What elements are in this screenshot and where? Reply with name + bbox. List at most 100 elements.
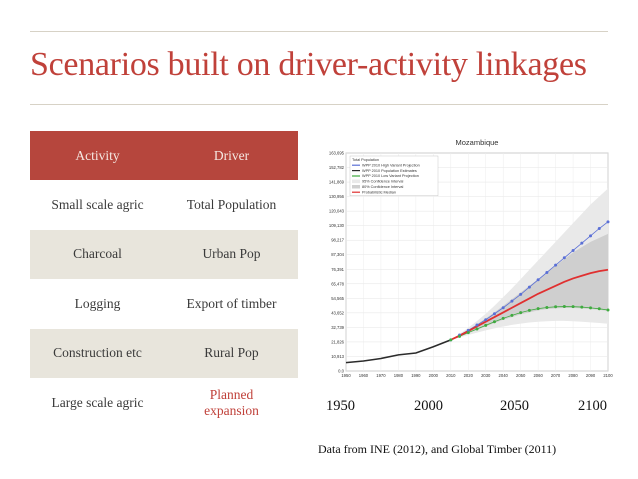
y-tick-label: 152,782: [329, 165, 345, 170]
y-tick-label: 76,391: [331, 267, 344, 272]
x-tick-label: 2050: [516, 373, 526, 378]
high-variant-point: [571, 248, 575, 252]
y-tick-label: 43,652: [331, 310, 344, 315]
high-variant-point: [484, 318, 488, 322]
x-year-label: 1950: [326, 398, 355, 414]
low-variant-point: [501, 316, 505, 320]
driver-cell: Total Population: [165, 180, 298, 230]
low-variant-point: [492, 320, 496, 324]
low-variant-point: [449, 338, 453, 342]
high-variant-point: [466, 328, 470, 332]
y-tick-label: 65,478: [331, 281, 344, 286]
table-row: Construction etc Rural Pop: [30, 328, 298, 378]
legend-entry: WPP 2010 Low Variant Projection: [362, 174, 419, 178]
x-tick-label: 1980: [394, 373, 404, 378]
high-variant-point: [580, 241, 584, 245]
low-variant-point: [545, 305, 549, 309]
high-variant-point: [501, 306, 505, 310]
high-variant-point: [606, 220, 610, 224]
legend-entry: Probabilistic Median: [362, 190, 396, 194]
y-tick-label: 163,695: [329, 151, 345, 156]
y-tick-label: 109,130: [329, 223, 345, 228]
y-tick-label: 21,826: [331, 339, 344, 344]
x-tick-label: 2040: [499, 373, 509, 378]
x-tick-label: 2060: [533, 373, 543, 378]
legend-entry: Total Population: [352, 158, 379, 162]
low-variant-point: [484, 323, 488, 327]
high-variant-point: [536, 278, 540, 282]
header-activity: Activity: [30, 131, 165, 180]
x-tick-label: 2090: [586, 373, 596, 378]
activity-cell: Charcoal: [30, 229, 165, 279]
chart-title: Mozambique: [456, 138, 499, 147]
high-variant-point: [527, 285, 531, 289]
low-variant-point: [562, 305, 566, 309]
driver-cell: Export of timber: [165, 279, 298, 329]
high-variant-point: [510, 299, 514, 303]
x-tick-label: 2030: [481, 373, 491, 378]
low-variant-point: [466, 331, 470, 335]
x-year-label: 2100: [578, 398, 607, 414]
population-chart-svg: 0.0 10,913 21,826 32,739 43,652 54,565 65,478 7…: [329, 138, 613, 378]
activity-driver-table: Activity Driver Small scale agric Total …: [30, 131, 298, 428]
legend-box: [349, 155, 439, 196]
low-variant-point: [475, 327, 479, 331]
high-variant-point: [475, 323, 479, 327]
legend-entry: 80% Confidence Interval: [362, 185, 404, 189]
x-tick-label: 1950: [341, 373, 351, 378]
low-variant-point: [519, 311, 523, 315]
y-tick-label: 10,913: [331, 354, 344, 359]
legend-entry: WPP 2010 High Variant Projection: [362, 163, 420, 167]
x-year-label: 2000: [414, 398, 443, 414]
high-variant-point: [589, 234, 593, 238]
low-variant-point: [458, 334, 462, 338]
activity-cell: Logging: [30, 279, 165, 329]
legend-entry: 95% Confidence Interval: [362, 180, 404, 184]
x-tick-label: 1960: [359, 373, 369, 378]
table-row: Large scale agric Planned expansion: [30, 378, 298, 428]
driver-cell: Rural Pop: [165, 328, 298, 378]
x-tick-label: 2000: [429, 373, 439, 378]
y-tick-label: 130,956: [329, 194, 345, 199]
legend-swatch: [352, 185, 360, 189]
x-tick-label: 2010: [446, 373, 456, 378]
low-variant-point: [606, 308, 610, 312]
low-variant-point: [536, 307, 540, 311]
x-tick-label: 2070: [551, 373, 561, 378]
low-variant-point: [580, 305, 584, 309]
y-tick-label: 54,565: [331, 296, 344, 301]
y-tick-label: 87,304: [331, 252, 344, 257]
header-driver: Driver: [165, 131, 298, 180]
top-rule: [30, 31, 608, 32]
high-variant-point: [554, 263, 558, 267]
population-chart: 0.0 10,913 21,826 32,739 43,652 54,565 65,478 7…: [310, 131, 615, 393]
legend-entry: WPP 2010 Population Estimates: [362, 169, 417, 173]
low-variant-point: [589, 306, 593, 310]
low-variant-point: [527, 308, 531, 312]
x-tick-label: 1990: [411, 373, 421, 378]
y-tick-label: 0.0: [338, 369, 344, 374]
high-variant-point: [492, 312, 496, 316]
slide-title: Scenarios built on driver-activity linka…: [30, 46, 587, 83]
x-tick-label: 2080: [568, 373, 578, 378]
table-row: Charcoal Urban Pop: [30, 229, 298, 279]
driver-cell: Urban Pop: [165, 229, 298, 279]
table-header-row: Activity Driver: [30, 131, 298, 180]
y-tick-label: 32,739: [331, 325, 344, 330]
low-variant-point: [510, 313, 514, 317]
low-variant-point: [597, 307, 601, 311]
activity-cell: Construction etc: [30, 328, 165, 378]
y-tick-label: 141,869: [329, 180, 345, 185]
legend-swatch: [352, 179, 360, 184]
table-row: Logging Export of timber: [30, 279, 298, 329]
high-variant-point: [545, 270, 549, 274]
table-row: Small scale agric Total Population: [30, 180, 298, 230]
series-estimates-line: [345, 339, 452, 364]
low-variant-point: [554, 305, 558, 309]
activity-cell: Small scale agric: [30, 180, 165, 230]
x-tick-label: 2020: [464, 373, 474, 378]
data-source-note: Data from INE (2012), and Global Timber …: [318, 442, 557, 456]
high-variant-point: [562, 256, 566, 260]
x-year-label: 2050: [500, 398, 529, 414]
x-tick-label: 1970: [376, 373, 386, 378]
